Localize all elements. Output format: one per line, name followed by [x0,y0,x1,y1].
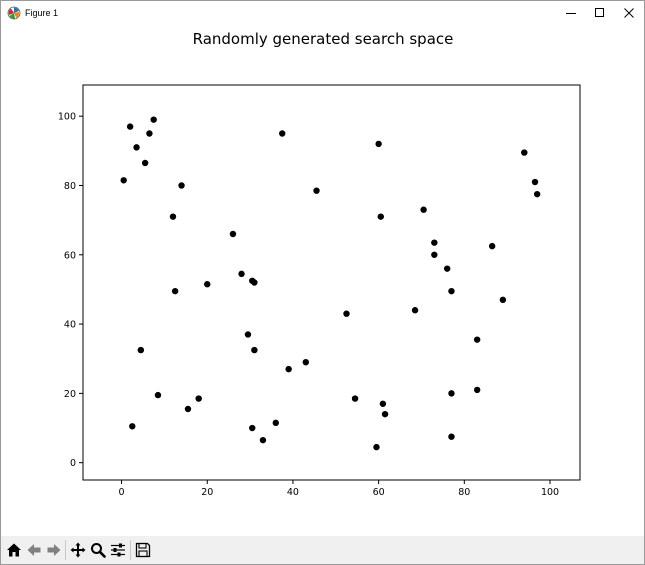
data-point [521,149,528,156]
close-icon [624,8,634,18]
data-point [375,140,382,148]
back-arrow-icon [27,544,41,556]
data-point [238,270,245,278]
data-point [533,190,541,198]
data-point [204,281,211,288]
data-point [377,213,384,220]
data-point [420,206,427,213]
data-point [249,424,256,432]
data-point [169,213,177,220]
data-point [411,307,419,314]
y-tick-label: 20 [64,389,76,400]
data-point [448,287,455,295]
x-tick-label: 20 [201,487,213,498]
data-point [195,395,202,402]
close-button[interactable] [614,1,644,25]
zoom-button[interactable] [88,539,108,561]
data-point [279,130,286,137]
navigation-toolbar [1,536,644,564]
data-point [285,365,292,373]
home-button[interactable] [4,539,24,561]
data-point [313,187,320,194]
data-point [244,331,252,338]
save-floppy-icon [135,542,151,558]
data-point [126,123,134,130]
chart-title: Randomly generated search space [193,30,454,48]
data-point [302,358,309,366]
plot-area [82,84,581,481]
title-bar[interactable]: Figure 1 [1,1,644,25]
y-tick-label: 0 [70,458,76,469]
data-point [229,230,237,238]
data-point [171,287,179,295]
data-point [146,130,153,137]
data-point [531,178,539,186]
data-point [488,242,496,250]
data-point [443,265,451,272]
configure-subplots-button[interactable] [108,539,128,561]
data-point [137,346,145,354]
data-point [120,177,127,184]
window-title: Figure 1 [25,8,59,18]
data-point [351,395,359,402]
data-point [473,336,481,343]
data-point [272,419,280,427]
data-point [379,400,387,407]
forward-arrow-icon [47,544,61,556]
minimize-button[interactable] [556,1,586,25]
x-tick-label: 40 [287,487,299,498]
zoom-magnifier-icon [91,543,106,558]
data-point [381,410,389,418]
data-point [343,310,350,317]
toolbar-separator [65,540,66,560]
maximize-button[interactable] [585,1,615,25]
data-point [473,386,481,394]
back-button[interactable] [24,539,44,561]
data-point [178,182,185,189]
data-point [431,251,438,258]
data-point [184,405,192,413]
home-icon [7,543,21,557]
data-point [154,391,162,399]
toolbar-separator [130,540,131,560]
pan-button[interactable] [68,539,88,561]
x-tick-label: 60 [373,487,385,498]
x-tick-label: 80 [458,487,470,498]
y-tick-label: 40 [64,320,76,331]
x-tick-label: 0 [119,487,125,498]
data-point [373,443,380,451]
minimize-icon [566,13,576,14]
data-point [133,144,140,151]
matplotlib-icon [7,6,21,20]
data-point [448,433,455,440]
y-tick-label: 100 [58,112,76,123]
maximize-icon [595,8,604,17]
pan-move-icon [70,542,86,558]
save-button[interactable] [133,539,153,561]
data-point [499,296,507,304]
data-point [259,436,267,444]
data-point [448,390,455,397]
data-point [251,279,258,286]
data-points [120,116,541,451]
data-point [431,239,438,246]
forward-button[interactable] [44,539,64,561]
data-point [251,346,258,354]
sliders-icon [111,543,125,557]
figure-canvas[interactable]: Randomly generated search space 0 20 40 60 8… [1,25,644,535]
data-point [141,159,149,167]
scatter-chart: Randomly generated search space 0 20 40 60 8… [58,30,581,498]
y-tick-label: 80 [64,181,76,192]
data-point [129,423,136,430]
data-point [150,116,157,123]
y-tick-label: 60 [64,250,76,261]
x-tick-label: 100 [541,487,559,498]
axis-ticks: 0 20 40 60 80 100 0 20 40 60 80 100 [58,112,559,498]
